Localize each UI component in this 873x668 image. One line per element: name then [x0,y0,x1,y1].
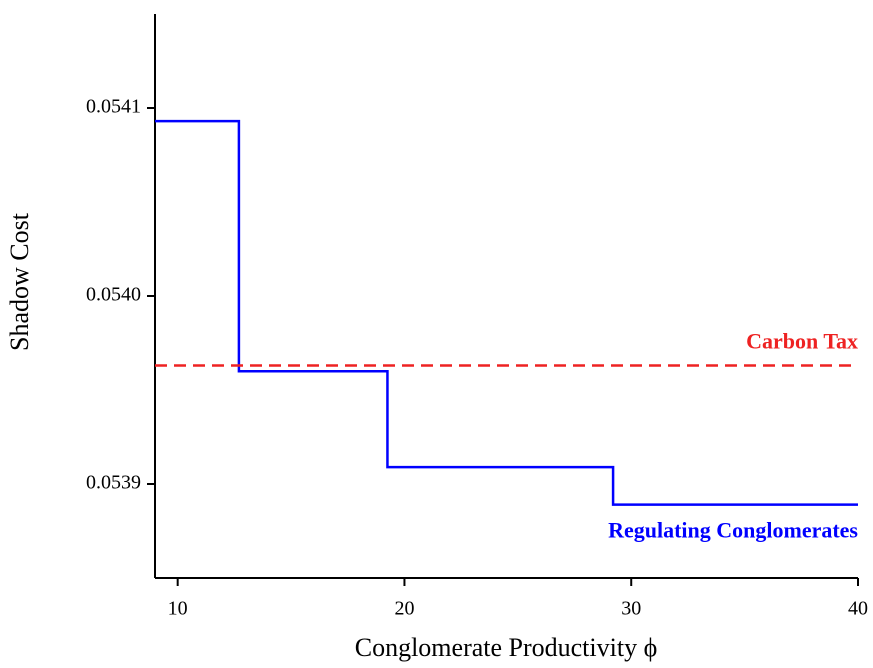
y-axis-title: Shadow Cost [5,212,34,351]
x-tick-label: 40 [848,598,868,620]
y-tick-label: 0.0539 [86,472,141,494]
series-line [155,119,858,506]
x-axis-title: Conglomerate Productivity ϕ [355,633,658,662]
x-tick-label: 20 [394,598,414,620]
series-label: Carbon Tax [746,329,858,354]
x-tick-label: 30 [621,598,641,620]
x-tick-label: 10 [168,598,188,620]
y-tick-label: 0.0540 [86,284,141,306]
series-label: Regulating Conglomerates [608,518,858,543]
y-tick-label: 0.0541 [86,96,141,118]
